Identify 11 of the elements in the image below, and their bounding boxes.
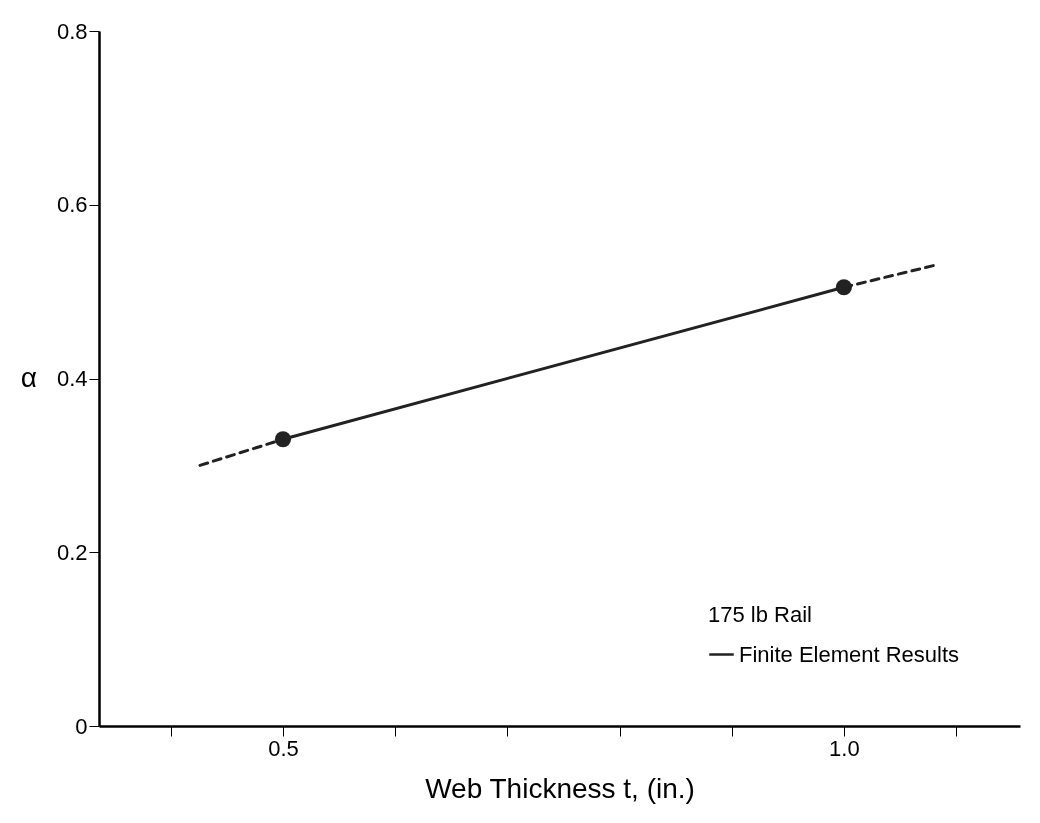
y-axis-title: α: [20, 362, 37, 393]
legend-label: Finite Element Results: [739, 641, 960, 667]
y-tick-label: 0: [75, 713, 88, 739]
y-tick-label: 0.6: [56, 192, 88, 218]
y-tick-label: 0.4: [56, 366, 88, 391]
y-tick-label: 0.8: [56, 18, 88, 44]
x-tick-label: 0.5: [268, 735, 299, 761]
x-axis-title: Web Thickness t, (in.): [425, 772, 695, 804]
x-tick-label: 1.0: [829, 735, 860, 761]
legend-title: 175 lb Rail: [708, 602, 812, 627]
y-tick-label: 0.2: [56, 539, 88, 565]
